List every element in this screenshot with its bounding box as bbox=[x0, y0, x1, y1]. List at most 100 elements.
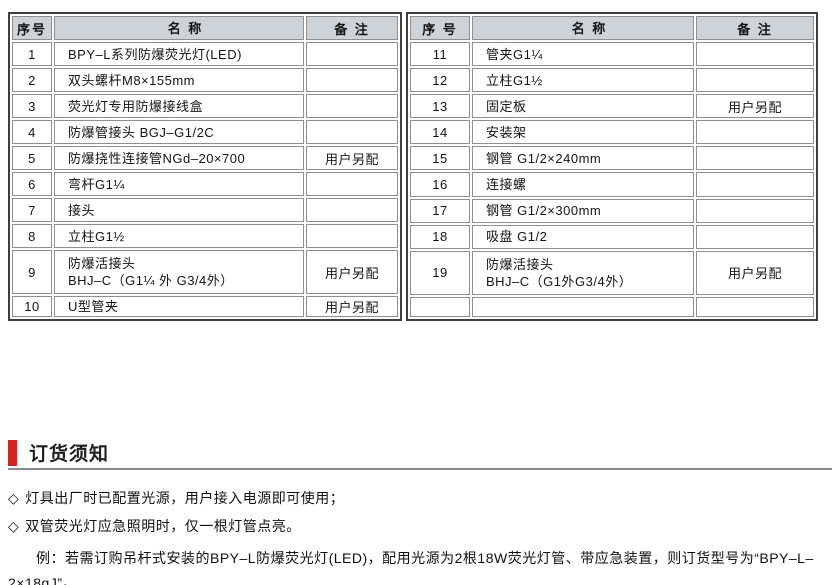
cell-no: 15 bbox=[410, 146, 470, 171]
cell-no: 14 bbox=[410, 120, 470, 145]
table-row: 3 荧光灯专用防爆接线盒 bbox=[12, 94, 398, 118]
cell-note bbox=[696, 172, 814, 197]
cell-note bbox=[696, 68, 814, 93]
table-row: 4 防爆管接头 BGJ–G1/2C bbox=[12, 120, 398, 144]
cell-name: BPY–L系列防爆荧光灯(LED) bbox=[54, 42, 304, 66]
example-note: 例：若需订购吊杆式安装的BPY–L防爆荧光灯(LED)，配用光源为2根18W荧光… bbox=[8, 550, 814, 585]
cell-note bbox=[306, 172, 398, 196]
note-item: ◇ 灯具出厂时已配置光源，用户接入电源即可使用； bbox=[8, 488, 832, 508]
cell-name: 防爆管接头 BGJ–G1/2C bbox=[54, 120, 304, 144]
cell-note: 用户另配 bbox=[306, 296, 398, 317]
table-row-empty bbox=[410, 296, 814, 317]
cell-name: 防爆活接头 BHJ–C（G1外G3/4外） bbox=[472, 250, 694, 295]
cell-note bbox=[306, 198, 398, 222]
table-row: 2 双头螺杆M8×155mm bbox=[12, 68, 398, 92]
table-header-row: 序号 名 称 备 注 bbox=[12, 16, 398, 40]
cell-name: 连接螺 bbox=[472, 172, 694, 197]
cell-name: 弯杆G1¼ bbox=[54, 172, 304, 196]
cell-no: 8 bbox=[12, 224, 52, 248]
cell-name-line2: BHJ–C（G1外G3/4外） bbox=[486, 273, 633, 289]
table-row: 10 U型管夹 用户另配 bbox=[12, 296, 398, 317]
parts-table-right: 序 号 名 称 备 注 11 管夹G1¼ 12 立柱G1½ 13 bbox=[406, 12, 818, 321]
cell-name: 钢管 G1/2×300mm bbox=[472, 198, 694, 223]
table-row: 19 防爆活接头 BHJ–C（G1外G3/4外） 用户另配 bbox=[410, 250, 814, 295]
diamond-bullet-icon: ◇ bbox=[8, 490, 20, 506]
cell-note bbox=[306, 68, 398, 92]
cell-no: 2 bbox=[12, 68, 52, 92]
cell-name: 固定板 bbox=[472, 94, 694, 119]
cell-note: 用户另配 bbox=[306, 250, 398, 294]
section-heading: 订货须知 bbox=[8, 437, 832, 470]
cell-no: 19 bbox=[410, 250, 470, 295]
cell-note bbox=[696, 296, 814, 317]
cell-no: 17 bbox=[410, 198, 470, 223]
header-name: 名 称 bbox=[472, 16, 694, 40]
note-text: 双管荧光灯应急照明时，仅一根灯管点亮。 bbox=[25, 518, 301, 534]
cell-no: 16 bbox=[410, 172, 470, 197]
table-row: 1 BPY–L系列防爆荧光灯(LED) bbox=[12, 42, 398, 66]
cell-no: 18 bbox=[410, 224, 470, 249]
cell-note bbox=[306, 224, 398, 248]
header-name: 名 称 bbox=[54, 16, 304, 40]
cell-name: 管夹G1¼ bbox=[472, 42, 694, 67]
cell-name-line2: BHJ–C（G1¼ 外 G3/4外） bbox=[68, 273, 234, 288]
cell-no: 13 bbox=[410, 94, 470, 119]
table-row: 9 防爆活接头 BHJ–C（G1¼ 外 G3/4外） 用户另配 bbox=[12, 250, 398, 294]
header-note: 备 注 bbox=[306, 16, 398, 40]
table-row: 11 管夹G1¼ bbox=[410, 42, 814, 67]
cell-note bbox=[306, 120, 398, 144]
cell-note bbox=[696, 146, 814, 171]
cell-no: 5 bbox=[12, 146, 52, 170]
table-row: 13 固定板 用户另配 bbox=[410, 94, 814, 119]
ordering-notes: ◇ 灯具出厂时已配置光源，用户接入电源即可使用； ◇ 双管荧光灯应急照明时，仅一根灯… bbox=[8, 488, 832, 585]
cell-no: 11 bbox=[410, 42, 470, 67]
cell-name: 防爆活接头 BHJ–C（G1¼ 外 G3/4外） bbox=[54, 250, 304, 294]
cell-no: 1 bbox=[12, 42, 52, 66]
cell-no: 10 bbox=[12, 296, 52, 317]
cell-name bbox=[472, 296, 694, 317]
cell-name: 接头 bbox=[54, 198, 304, 222]
diamond-bullet-icon: ◇ bbox=[8, 518, 20, 534]
cell-no: 6 bbox=[12, 172, 52, 196]
cell-note bbox=[696, 42, 814, 67]
table-header-row: 序 号 名 称 备 注 bbox=[410, 16, 814, 40]
table-row: 16 连接螺 bbox=[410, 172, 814, 197]
cell-name: 立柱G1½ bbox=[472, 68, 694, 93]
header-no: 序号 bbox=[12, 16, 52, 40]
cell-note bbox=[696, 120, 814, 145]
cell-name: 立柱G1½ bbox=[54, 224, 304, 248]
cell-name-line1: 防爆活接头 bbox=[68, 256, 136, 271]
table-row: 7 接头 bbox=[12, 198, 398, 222]
cell-name: 防爆挠性连接管NGd–20×700 bbox=[54, 146, 304, 170]
cell-name: 双头螺杆M8×155mm bbox=[54, 68, 304, 92]
cell-note bbox=[696, 198, 814, 223]
table-row: 17 钢管 G1/2×300mm bbox=[410, 198, 814, 223]
table-row: 5 防爆挠性连接管NGd–20×700 用户另配 bbox=[12, 146, 398, 170]
cell-name-line1: 防爆活接头 bbox=[486, 256, 554, 272]
cell-name: U型管夹 bbox=[54, 296, 304, 317]
cell-note bbox=[696, 224, 814, 249]
parts-tables: 序号 名 称 备 注 1 BPY–L系列防爆荧光灯(LED) 2 双头螺杆M8×… bbox=[8, 12, 818, 321]
table-row: 6 弯杆G1¼ bbox=[12, 172, 398, 196]
note-text: 灯具出厂时已配置光源，用户接入电源即可使用； bbox=[25, 490, 345, 506]
cell-name: 吸盘 G1/2 bbox=[472, 224, 694, 249]
cell-no: 9 bbox=[12, 250, 52, 294]
cell-no: 3 bbox=[12, 94, 52, 118]
cell-no bbox=[410, 296, 470, 317]
table-row: 8 立柱G1½ bbox=[12, 224, 398, 248]
cell-name: 荧光灯专用防爆接线盒 bbox=[54, 94, 304, 118]
cell-note bbox=[306, 42, 398, 66]
cell-no: 7 bbox=[12, 198, 52, 222]
cell-note: 用户另配 bbox=[306, 146, 398, 170]
table-row: 15 钢管 G1/2×240mm bbox=[410, 146, 814, 171]
cell-note bbox=[306, 94, 398, 118]
parts-table-left: 序号 名 称 备 注 1 BPY–L系列防爆荧光灯(LED) 2 双头螺杆M8×… bbox=[8, 12, 402, 321]
cell-name: 钢管 G1/2×240mm bbox=[472, 146, 694, 171]
cell-name: 安装架 bbox=[472, 120, 694, 145]
note-item: ◇ 双管荧光灯应急照明时，仅一根灯管点亮。 bbox=[8, 516, 832, 536]
cell-no: 12 bbox=[410, 68, 470, 93]
section-title: 订货须知 bbox=[29, 444, 110, 465]
table-row: 18 吸盘 G1/2 bbox=[410, 224, 814, 249]
cell-no: 4 bbox=[12, 120, 52, 144]
